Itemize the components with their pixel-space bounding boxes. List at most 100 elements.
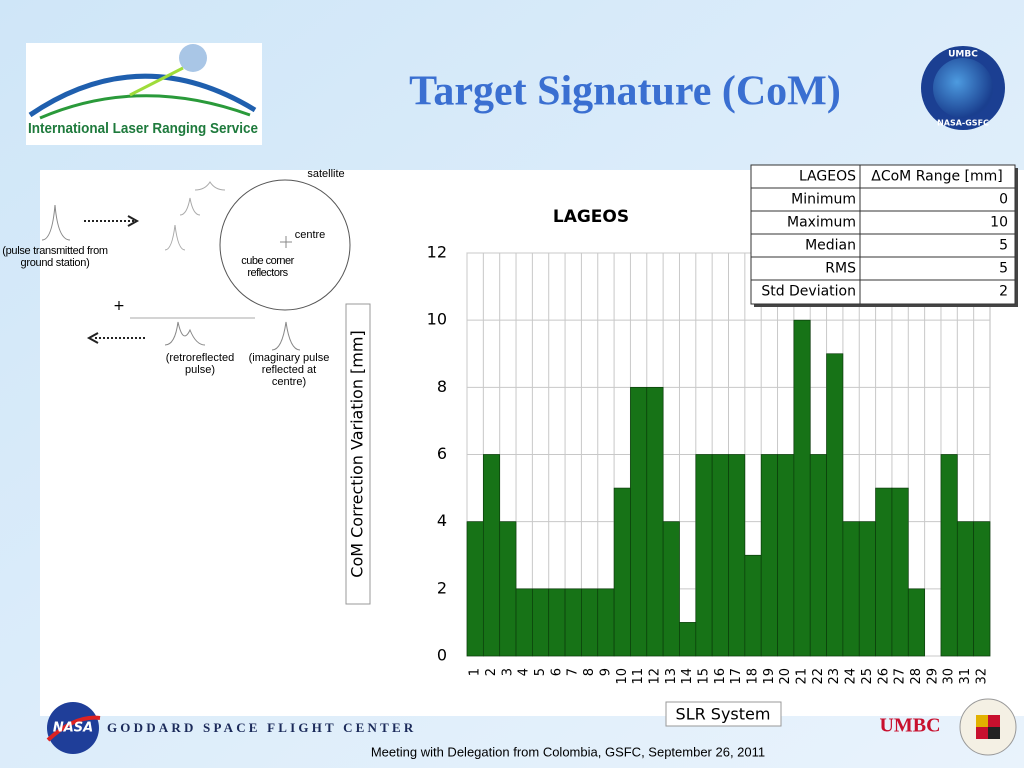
- y-tick-label: 0: [437, 646, 447, 665]
- label-box: (pulse transmitted from ground station): [2, 245, 108, 269]
- x-tick-label: 7: [566, 668, 581, 676]
- x-tick-label: 13: [664, 668, 679, 685]
- table-cell: Std Deviation: [761, 284, 856, 300]
- bar: [973, 521, 991, 657]
- bar: [581, 588, 599, 657]
- table-cell: 0: [999, 192, 1008, 208]
- y-tick-label: 8: [437, 377, 447, 396]
- y-tick-label: 12: [427, 243, 447, 262]
- badge-text: NASA-GSFC: [937, 119, 989, 128]
- x-tick-label: 12: [647, 668, 662, 685]
- x-tick-label: 4: [517, 668, 532, 676]
- bar: [532, 588, 550, 657]
- bar: [613, 487, 631, 657]
- y-axis-label: CoM Correction Variation [mm]: [348, 330, 367, 577]
- table-cell: RMS: [825, 261, 856, 277]
- nasa-logo: [47, 702, 99, 754]
- bar: [777, 454, 795, 657]
- x-tick-label: 3: [500, 668, 515, 676]
- y-tick-label: 4: [437, 511, 447, 530]
- x-tick-label: 15: [696, 668, 711, 685]
- bar: [826, 353, 844, 657]
- x-tick-label: 11: [631, 668, 646, 685]
- bar: [630, 386, 648, 657]
- bar: [548, 588, 566, 657]
- logo-beam: [129, 66, 184, 97]
- seal-shield: [988, 727, 1000, 739]
- bar: [760, 454, 778, 657]
- chart-title: LAGEOS: [553, 207, 629, 227]
- logo-globe: [179, 44, 207, 72]
- bar: [564, 588, 582, 657]
- x-tick-label: 22: [811, 668, 826, 685]
- bar: [679, 622, 697, 657]
- x-tick-label: 14: [680, 668, 695, 685]
- label: cube corner reflectors: [241, 255, 294, 279]
- x-tick-label: 30: [942, 668, 957, 685]
- x-tick-label: 28: [909, 668, 924, 685]
- satellite-body: [219, 179, 351, 311]
- label: (retroreflected pulse): [165, 352, 235, 376]
- x-tick-label: 17: [729, 668, 744, 685]
- label: +: [113, 298, 125, 314]
- diagram: satellite centre cube corner reflectors …: [2, 168, 351, 388]
- table-cell: Maximum: [787, 215, 856, 231]
- logo-arc: [28, 73, 257, 118]
- x-tick-label: 5: [533, 668, 548, 676]
- table-cell: Minimum: [791, 192, 856, 208]
- table-cell: ΔCoM Range [mm]: [871, 169, 1002, 185]
- table-cell: 5: [999, 238, 1008, 254]
- table-cell: Median: [805, 238, 856, 254]
- x-tick-label: 8: [582, 668, 597, 676]
- bar: [482, 454, 501, 657]
- label-box: cube corner reflectors: [241, 255, 294, 279]
- label: (pulse transmitted from ground station): [2, 245, 108, 269]
- bar: [662, 521, 680, 657]
- x-tick-label: 23: [827, 668, 842, 685]
- bar: [956, 521, 975, 657]
- x-tick-label: 9: [598, 668, 613, 676]
- nasa-swoosh: [46, 715, 101, 742]
- footer: NASA GODDARD SPACE FLIGHT CENTER UMBC Me…: [46, 698, 1017, 759]
- x-axis-label: SLR System: [676, 705, 771, 724]
- arrow-head: [127, 215, 140, 227]
- pulse: [164, 181, 226, 251]
- bar: [875, 487, 893, 657]
- x-tick-label: 27: [893, 668, 908, 685]
- bar: [744, 554, 762, 657]
- bar: [728, 454, 746, 657]
- stats-table: LAGEOS ΔCoM Range [mm] Minimum 0 Maximum 10 Me…: [750, 164, 1018, 307]
- pulse: [271, 321, 301, 351]
- x-tick-label: 20: [778, 668, 793, 685]
- bar: [597, 588, 615, 657]
- seal-shield: [976, 715, 988, 727]
- x-tick-label: 18: [746, 668, 761, 685]
- slide-title: Target Signature (CoM): [409, 69, 841, 115]
- bar: [711, 454, 729, 657]
- table-cell: 10: [990, 215, 1008, 231]
- x-tick-label: 10: [615, 668, 630, 685]
- x-tick-label: 2: [484, 668, 499, 676]
- bar: [842, 521, 860, 657]
- table-cell: 5: [999, 261, 1008, 277]
- bar: [891, 487, 909, 657]
- x-tick-label: 16: [713, 668, 728, 685]
- y-label-box: [345, 303, 371, 605]
- bar: [499, 521, 517, 657]
- y-tick-label: 6: [437, 444, 447, 463]
- label: (imaginary pulse reflected at centre): [248, 352, 330, 388]
- label-box: (retroreflected pulse): [165, 352, 235, 376]
- x-tick-label: 21: [795, 668, 810, 685]
- arrow-head: [86, 332, 99, 344]
- logo-arc: [39, 94, 251, 120]
- chart: LAGEOS CoM Correction Variation [mm] SLR…: [345, 207, 991, 727]
- label-box: (imaginary pulse reflected at centre): [248, 352, 330, 388]
- x-tick-label: 1: [468, 668, 483, 676]
- center-name: GODDARD SPACE FLIGHT CENTER: [107, 720, 416, 735]
- badge-globe: [933, 58, 993, 118]
- bar: [466, 521, 484, 657]
- x-tick-label: 25: [860, 668, 875, 685]
- x-tick-label: 31: [958, 668, 973, 685]
